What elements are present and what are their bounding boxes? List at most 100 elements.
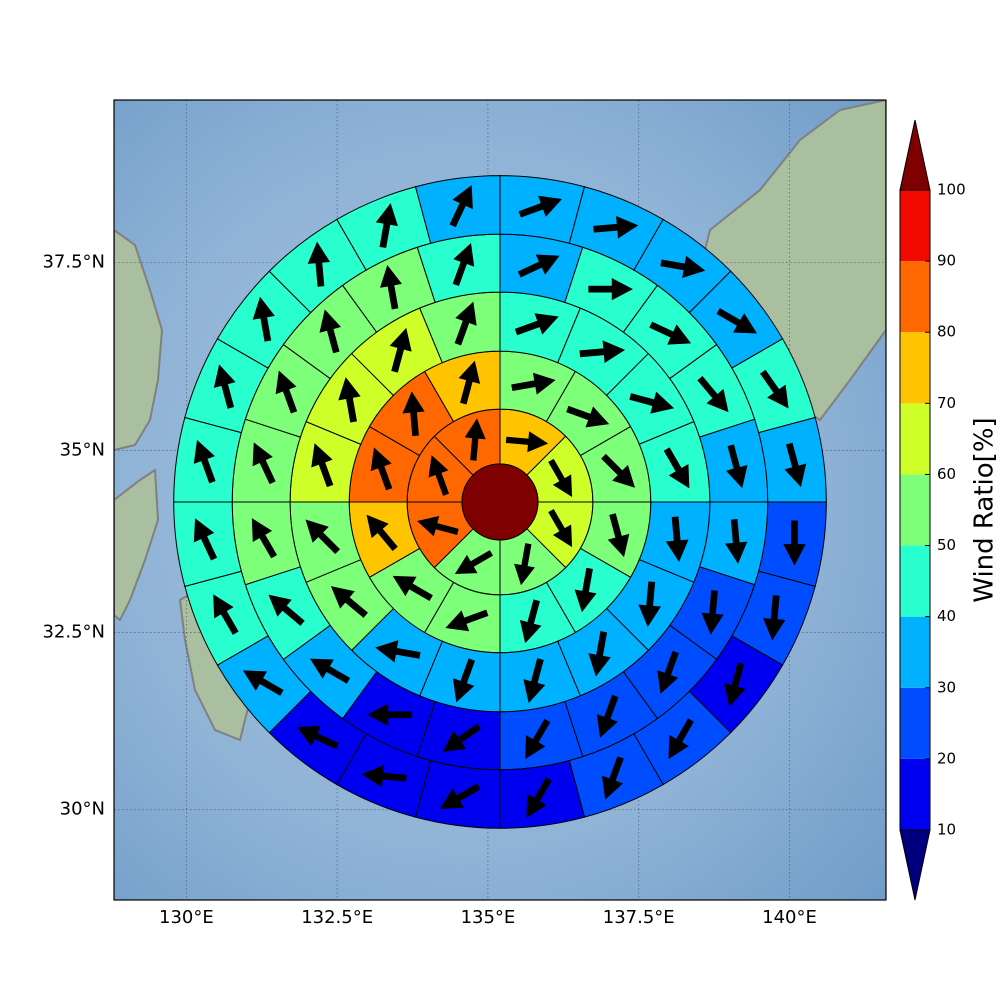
wind-arrow: [601, 453, 636, 488]
wind-arrow: [517, 254, 560, 278]
wind-arrow: [375, 640, 421, 663]
wind-arrow: [723, 662, 746, 707]
colorbar-bin: [900, 332, 930, 404]
wind-arrow: [601, 756, 624, 800]
wind-arrow: [213, 594, 239, 635]
colorbar-tick-label: 70: [937, 394, 956, 412]
x-tick-label: 130°E: [159, 907, 214, 928]
colorbar-tick-label: 50: [937, 536, 956, 554]
wind-arrow: [514, 313, 559, 336]
colorbar-tick-label: 20: [937, 749, 956, 767]
colorbar-bin: [900, 616, 930, 688]
wind-arrow: [514, 543, 535, 586]
wind-arrow: [319, 309, 342, 354]
wind-arrow: [445, 609, 489, 632]
wind-arrow: [311, 443, 334, 488]
wind-arrow: [338, 377, 361, 423]
land: [114, 228, 164, 452]
y-tick-label: 37.5°N: [42, 252, 105, 273]
wind-arrow: [402, 391, 425, 437]
y-tick-label: 30°N: [60, 799, 105, 820]
wind-arrow: [716, 308, 758, 334]
wind-arrow: [464, 418, 486, 461]
wind-arrow: [649, 321, 692, 345]
colorbar-under: [899, 829, 931, 901]
ticks: 130°E 132.5°E 135°E 137.5°E 140°E 30°N 32.5°N 3…: [42, 252, 816, 928]
wind-arrow: [697, 376, 729, 413]
wind-arrow: [366, 514, 398, 551]
colorbar-frame: [899, 189, 931, 831]
wind-arrow: [762, 595, 786, 641]
wind-arrow: [367, 703, 412, 726]
wind-arrow: [665, 516, 689, 563]
wind-arrow: [548, 508, 573, 548]
x-tick-label: 135°E: [461, 907, 516, 928]
colorbar-bin: [900, 474, 930, 546]
wind-arrow: [452, 243, 475, 287]
wind-arrow: [252, 296, 275, 342]
wind-arrow: [454, 550, 493, 575]
wind-arrow: [458, 360, 481, 405]
wind-arrow: [525, 718, 551, 760]
colorbar-tick-label: 40: [937, 607, 956, 625]
wind-arrow: [588, 631, 611, 677]
sectors: [173, 175, 827, 829]
wind-arrow: [330, 586, 368, 618]
wind-arrow: [375, 203, 398, 249]
colorbar-bin: [900, 687, 930, 759]
wind-arrow: [668, 718, 694, 760]
wind-arrow: [596, 694, 619, 738]
wind-arrow: [548, 458, 573, 498]
wind-arrow: [193, 518, 218, 561]
wind-arrow: [193, 439, 216, 484]
arrows: [193, 185, 807, 818]
wind-arrow: [657, 650, 679, 694]
wind-arrow: [275, 370, 298, 414]
wind-arrow: [439, 783, 481, 809]
y-tick-label: 32.5°N: [42, 622, 105, 643]
wind-arrow: [660, 255, 706, 278]
colorbar-tick-label: 80: [937, 323, 956, 341]
wind-arrow: [449, 185, 473, 228]
wind-arrow: [389, 327, 412, 373]
colorbar-bin: [900, 403, 930, 475]
colorbar-tick-label: 30: [937, 678, 956, 696]
colorbar-tick-label: 100: [937, 181, 966, 199]
x-tick-label: 132.5°E: [301, 907, 373, 928]
wind-arrow: [607, 513, 630, 558]
colorbar-over: [899, 119, 931, 191]
colorbar-bin: [900, 545, 930, 617]
colorbar-tick-label: 60: [937, 465, 956, 483]
wind-arrow: [252, 442, 276, 485]
wind-arrow: [454, 301, 477, 346]
wind-arrow: [783, 520, 806, 566]
x-tick-label: 140°E: [762, 907, 817, 928]
wind-arrow: [307, 241, 331, 287]
colorbar-bin: [900, 261, 930, 333]
wind-arrow: [663, 447, 690, 489]
wind-arrow: [417, 515, 459, 537]
wind-arrow: [268, 594, 305, 626]
wind-arrow: [305, 519, 341, 555]
colorbar-tick-label: 90: [937, 252, 956, 270]
wind-arrow: [392, 575, 433, 602]
wind-arrow: [309, 658, 351, 684]
wind-arrow: [370, 447, 393, 491]
center-disc: [461, 463, 539, 541]
colorbar-bin: [900, 758, 930, 830]
wind-arrow: [526, 777, 552, 818]
wind-arrow: [593, 216, 639, 239]
x-tick-label: 137.5°E: [603, 907, 675, 928]
wind-arrow: [574, 567, 597, 613]
wind-arrow: [629, 391, 675, 414]
wind-arrow: [380, 265, 402, 310]
wind-arrow: [511, 372, 556, 395]
wind-arrow: [519, 599, 542, 644]
wind-arrow: [428, 455, 450, 496]
wind-arrow: [579, 340, 626, 364]
wind-arrow: [726, 444, 748, 489]
wind-arrow: [523, 658, 546, 703]
colorbar-bin: [900, 190, 930, 262]
